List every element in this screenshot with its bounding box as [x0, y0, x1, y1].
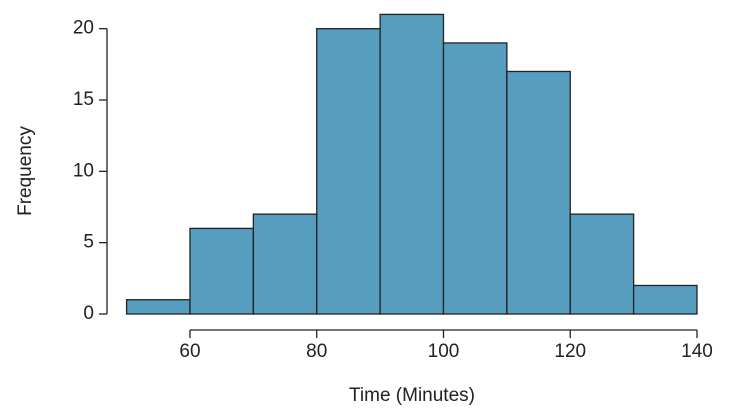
bar — [316, 28, 381, 315]
bar — [632, 284, 698, 315]
y-tick-label: 0 — [83, 303, 94, 324]
bar — [442, 42, 508, 315]
bar — [189, 227, 255, 315]
x-tick-label: 60 — [179, 341, 200, 362]
y-tick-label: 15 — [73, 89, 94, 110]
bar — [252, 213, 318, 315]
bar — [379, 13, 445, 315]
x-tick-label: 120 — [554, 341, 586, 362]
x-tick-label: 100 — [428, 341, 460, 362]
bar — [125, 299, 191, 315]
x-tick-label: 80 — [306, 341, 327, 362]
y-axis-label: Frequency — [15, 126, 36, 216]
bar — [506, 70, 571, 315]
y-tick-label: 20 — [73, 18, 94, 39]
y-tick-label: 10 — [73, 160, 94, 181]
bar — [569, 213, 635, 315]
x-tick-label: 140 — [681, 341, 713, 362]
y-tick-label: 5 — [83, 232, 94, 253]
x-axis-label: Time (Minutes) — [349, 385, 475, 406]
